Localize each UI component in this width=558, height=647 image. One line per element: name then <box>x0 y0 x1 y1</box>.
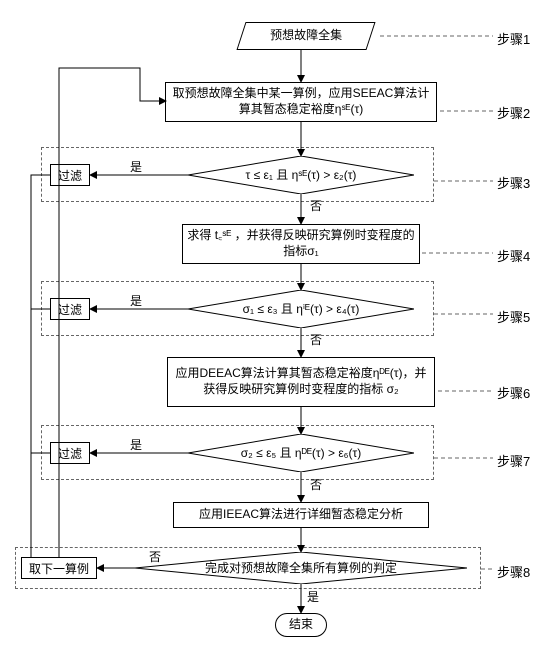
step2-text: 取预想故障全集中某一算例，应用SEEAC算法计算其暂态稳定裕度ηˢᴱ(τ) <box>170 86 432 117</box>
no-label-2: 否 <box>310 331 322 348</box>
end-text: 结束 <box>289 617 313 633</box>
step4-box: 求得 t꜀ˢᴱ ，并获得反映研究算例时变程度的指标σ₁ <box>182 224 420 264</box>
cond3-diamond: τ ≤ ε₁ 且 ηˢᴱ(τ) > ε₂(τ) <box>188 156 414 194</box>
no-label-4: 否 <box>149 548 161 565</box>
cond7-diamond: σ₂ ≤ ε₅ 且 ηᴰᴱ(τ) > ε₆(τ) <box>188 434 414 472</box>
cond5-text: σ₁ ≤ ε₃ 且 ηⁱᴱ(τ) > ε₄(τ) <box>243 302 360 316</box>
cond8-diamond: 完成对预想故障全集所有算例的判定 <box>135 552 467 584</box>
step-label-7: 步骤7 <box>497 451 530 470</box>
step-label-6: 步骤6 <box>497 383 530 402</box>
step-label-2: 步骤2 <box>497 103 530 122</box>
start-text: 预想故障全集 <box>270 28 342 44</box>
yes-label-4: 是 <box>307 588 319 605</box>
step7b-box: 应用IEEAC算法进行详细暂态稳定分析 <box>173 502 429 528</box>
filter-box-2: 过滤 <box>50 298 90 320</box>
step-label-5: 步骤5 <box>497 307 530 326</box>
filter-text-1: 过滤 <box>58 167 82 184</box>
next-case-box: 取下一算例 <box>21 557 97 579</box>
yes-label-3: 是 <box>130 436 142 453</box>
end-node: 结束 <box>275 613 327 637</box>
cond5-diamond: σ₁ ≤ ε₃ 且 ηⁱᴱ(τ) > ε₄(τ) <box>188 290 414 328</box>
step-label-8: 步骤8 <box>497 562 530 581</box>
no-label-3: 否 <box>310 476 322 493</box>
step-label-3: 步骤3 <box>497 173 530 192</box>
step6-box: 应用DEEAC算法计算其暂态稳定裕度ηᴰᴱ(τ)，并获得反映研究算例时变程度的指… <box>167 357 435 407</box>
step-label-1: 步骤1 <box>497 29 530 48</box>
yes-label-2: 是 <box>130 292 142 309</box>
step-label-4: 步骤4 <box>497 246 530 265</box>
filter-text-2: 过滤 <box>58 301 82 318</box>
no-label-1: 否 <box>310 197 322 214</box>
cond8-text: 完成对预想故障全集所有算例的判定 <box>205 561 397 575</box>
step2-box: 取预想故障全集中某一算例，应用SEEAC算法计算其暂态稳定裕度ηˢᴱ(τ) <box>165 82 437 122</box>
next-case-text: 取下一算例 <box>29 560 89 577</box>
step6-text: 应用DEEAC算法计算其暂态稳定裕度ηᴰᴱ(τ)，并获得反映研究算例时变程度的指… <box>172 366 430 397</box>
filter-text-3: 过滤 <box>58 445 82 462</box>
yes-label-1: 是 <box>130 158 142 175</box>
cond7-text: σ₂ ≤ ε₅ 且 ηᴰᴱ(τ) > ε₆(τ) <box>241 446 362 460</box>
filter-box-3: 过滤 <box>50 442 90 464</box>
step4-text: 求得 t꜀ˢᴱ ，并获得反映研究算例时变程度的指标σ₁ <box>187 228 415 259</box>
filter-box-1: 过滤 <box>50 164 90 186</box>
step7b-text: 应用IEEAC算法进行详细暂态稳定分析 <box>199 507 403 523</box>
cond3-text: τ ≤ ε₁ 且 ηˢᴱ(τ) > ε₂(τ) <box>246 168 357 182</box>
flowchart-root: 步骤1 步骤2 步骤3 步骤4 步骤5 步骤6 步骤7 步骤8 预想故障全集 取… <box>0 0 558 647</box>
start-node: 预想故障全集 <box>236 22 375 50</box>
